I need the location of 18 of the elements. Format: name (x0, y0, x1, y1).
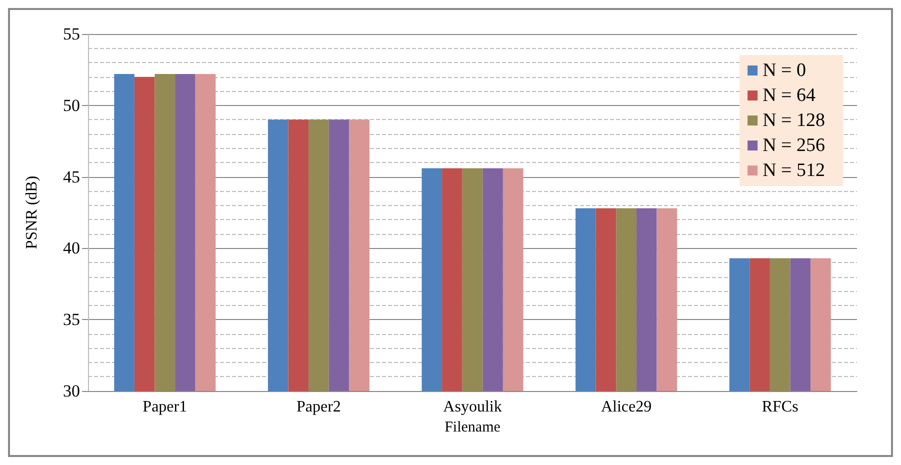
legend-label: N = 0 (762, 60, 806, 81)
x-tick-label: Alice29 (600, 398, 652, 416)
legend-label: N = 256 (762, 135, 825, 156)
legend-label: N = 128 (762, 110, 825, 131)
legend-label: N = 512 (762, 160, 825, 181)
y-tick-label: 40 (63, 238, 80, 258)
x-tick-label: Asyoulik (443, 398, 502, 416)
x-axis-title: Filename (444, 419, 501, 436)
y-tick-label: 50 (63, 96, 80, 115)
legend-label: N = 64 (762, 85, 816, 106)
x-tick-label: RFCs (762, 398, 798, 416)
y-axis-title: PSNR (dB) (24, 176, 40, 250)
y-tick-label: 30 (63, 382, 80, 400)
y-tick-label: 35 (63, 310, 80, 330)
y-tick-label: 55 (63, 24, 80, 44)
x-tick-label: Paper1 (142, 398, 188, 416)
x-tick-label: Paper2 (296, 398, 341, 416)
y-tick-label: 45 (63, 167, 80, 186)
